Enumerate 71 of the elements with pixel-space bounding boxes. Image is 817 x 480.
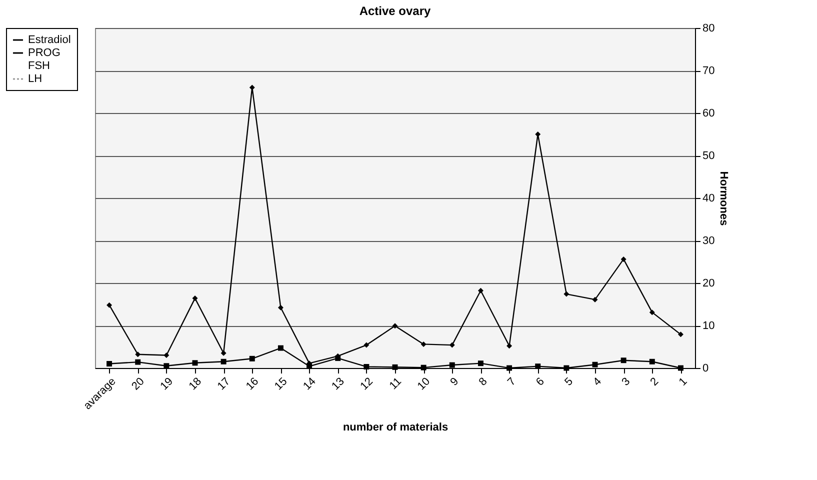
point	[392, 323, 398, 329]
point	[478, 288, 484, 294]
x-tick-label: 19	[158, 376, 176, 393]
y-tick-label: 40	[702, 192, 715, 204]
point	[135, 359, 141, 365]
point	[535, 132, 541, 137]
y-tick-label: 10	[702, 320, 715, 332]
point	[649, 358, 655, 364]
legend-label: Estradiol	[28, 34, 71, 46]
x-tick-label: 11	[387, 376, 404, 392]
x-tick-label: 13	[330, 376, 347, 393]
point	[364, 342, 370, 348]
x-tick-label: 2	[648, 376, 662, 388]
point	[535, 364, 541, 370]
y-tick-label: 70	[702, 65, 715, 77]
point	[678, 365, 684, 371]
point	[420, 364, 426, 370]
y-tick-label: 50	[702, 150, 715, 162]
point	[278, 304, 284, 310]
text: FSH	[28, 60, 50, 72]
point	[220, 350, 226, 356]
x-tick-label: 1	[676, 376, 690, 388]
chart-title: Active ovary	[359, 4, 432, 18]
point	[192, 296, 198, 302]
y-axis-title: Hormones	[718, 171, 730, 226]
y-tick-label: 30	[702, 235, 715, 247]
point	[192, 360, 198, 366]
point	[135, 352, 141, 358]
x-tick-label: 10	[415, 376, 433, 393]
point	[678, 332, 684, 338]
x-tick-label: 16	[244, 376, 262, 393]
point	[649, 310, 655, 316]
legend-label: LH	[28, 73, 42, 85]
y-tick-label: 0	[702, 362, 709, 374]
x-tick-label: 3	[620, 376, 633, 388]
point	[278, 345, 284, 351]
point	[620, 256, 626, 262]
x-axis-title: number of materials	[342, 421, 448, 434]
point	[420, 341, 426, 347]
x-tick-label: 8	[476, 376, 490, 388]
x-tick-label: 20	[130, 376, 147, 393]
point	[564, 291, 570, 297]
x-tick-label: 15	[272, 376, 290, 393]
point	[506, 343, 512, 349]
point	[106, 361, 112, 366]
x-tick-label: 4	[591, 376, 604, 388]
legend-label: PROG	[28, 47, 60, 59]
point	[164, 352, 170, 358]
point	[592, 362, 598, 368]
point	[106, 302, 112, 308]
x-tick-label: 6	[534, 376, 547, 388]
y-tick-label: 80	[702, 22, 715, 34]
x-tick-label: 17	[215, 376, 233, 393]
point	[249, 356, 255, 362]
point	[364, 364, 370, 370]
x-tick-label: 14	[301, 376, 318, 393]
y-tick-label: 20	[702, 278, 715, 290]
x-tick-label: 9	[448, 376, 462, 388]
point	[564, 365, 570, 371]
x-tick-label: 18	[186, 376, 204, 393]
point	[478, 360, 484, 366]
point	[392, 364, 398, 370]
point	[506, 365, 512, 371]
x-tick-label: 12	[358, 376, 376, 393]
x-tick-label: 5	[562, 376, 576, 388]
y-tick-label: 60	[702, 108, 715, 120]
x-tick-label: 7	[505, 376, 518, 388]
point	[592, 296, 598, 302]
point	[449, 362, 455, 368]
point	[220, 358, 226, 364]
point	[620, 358, 626, 364]
